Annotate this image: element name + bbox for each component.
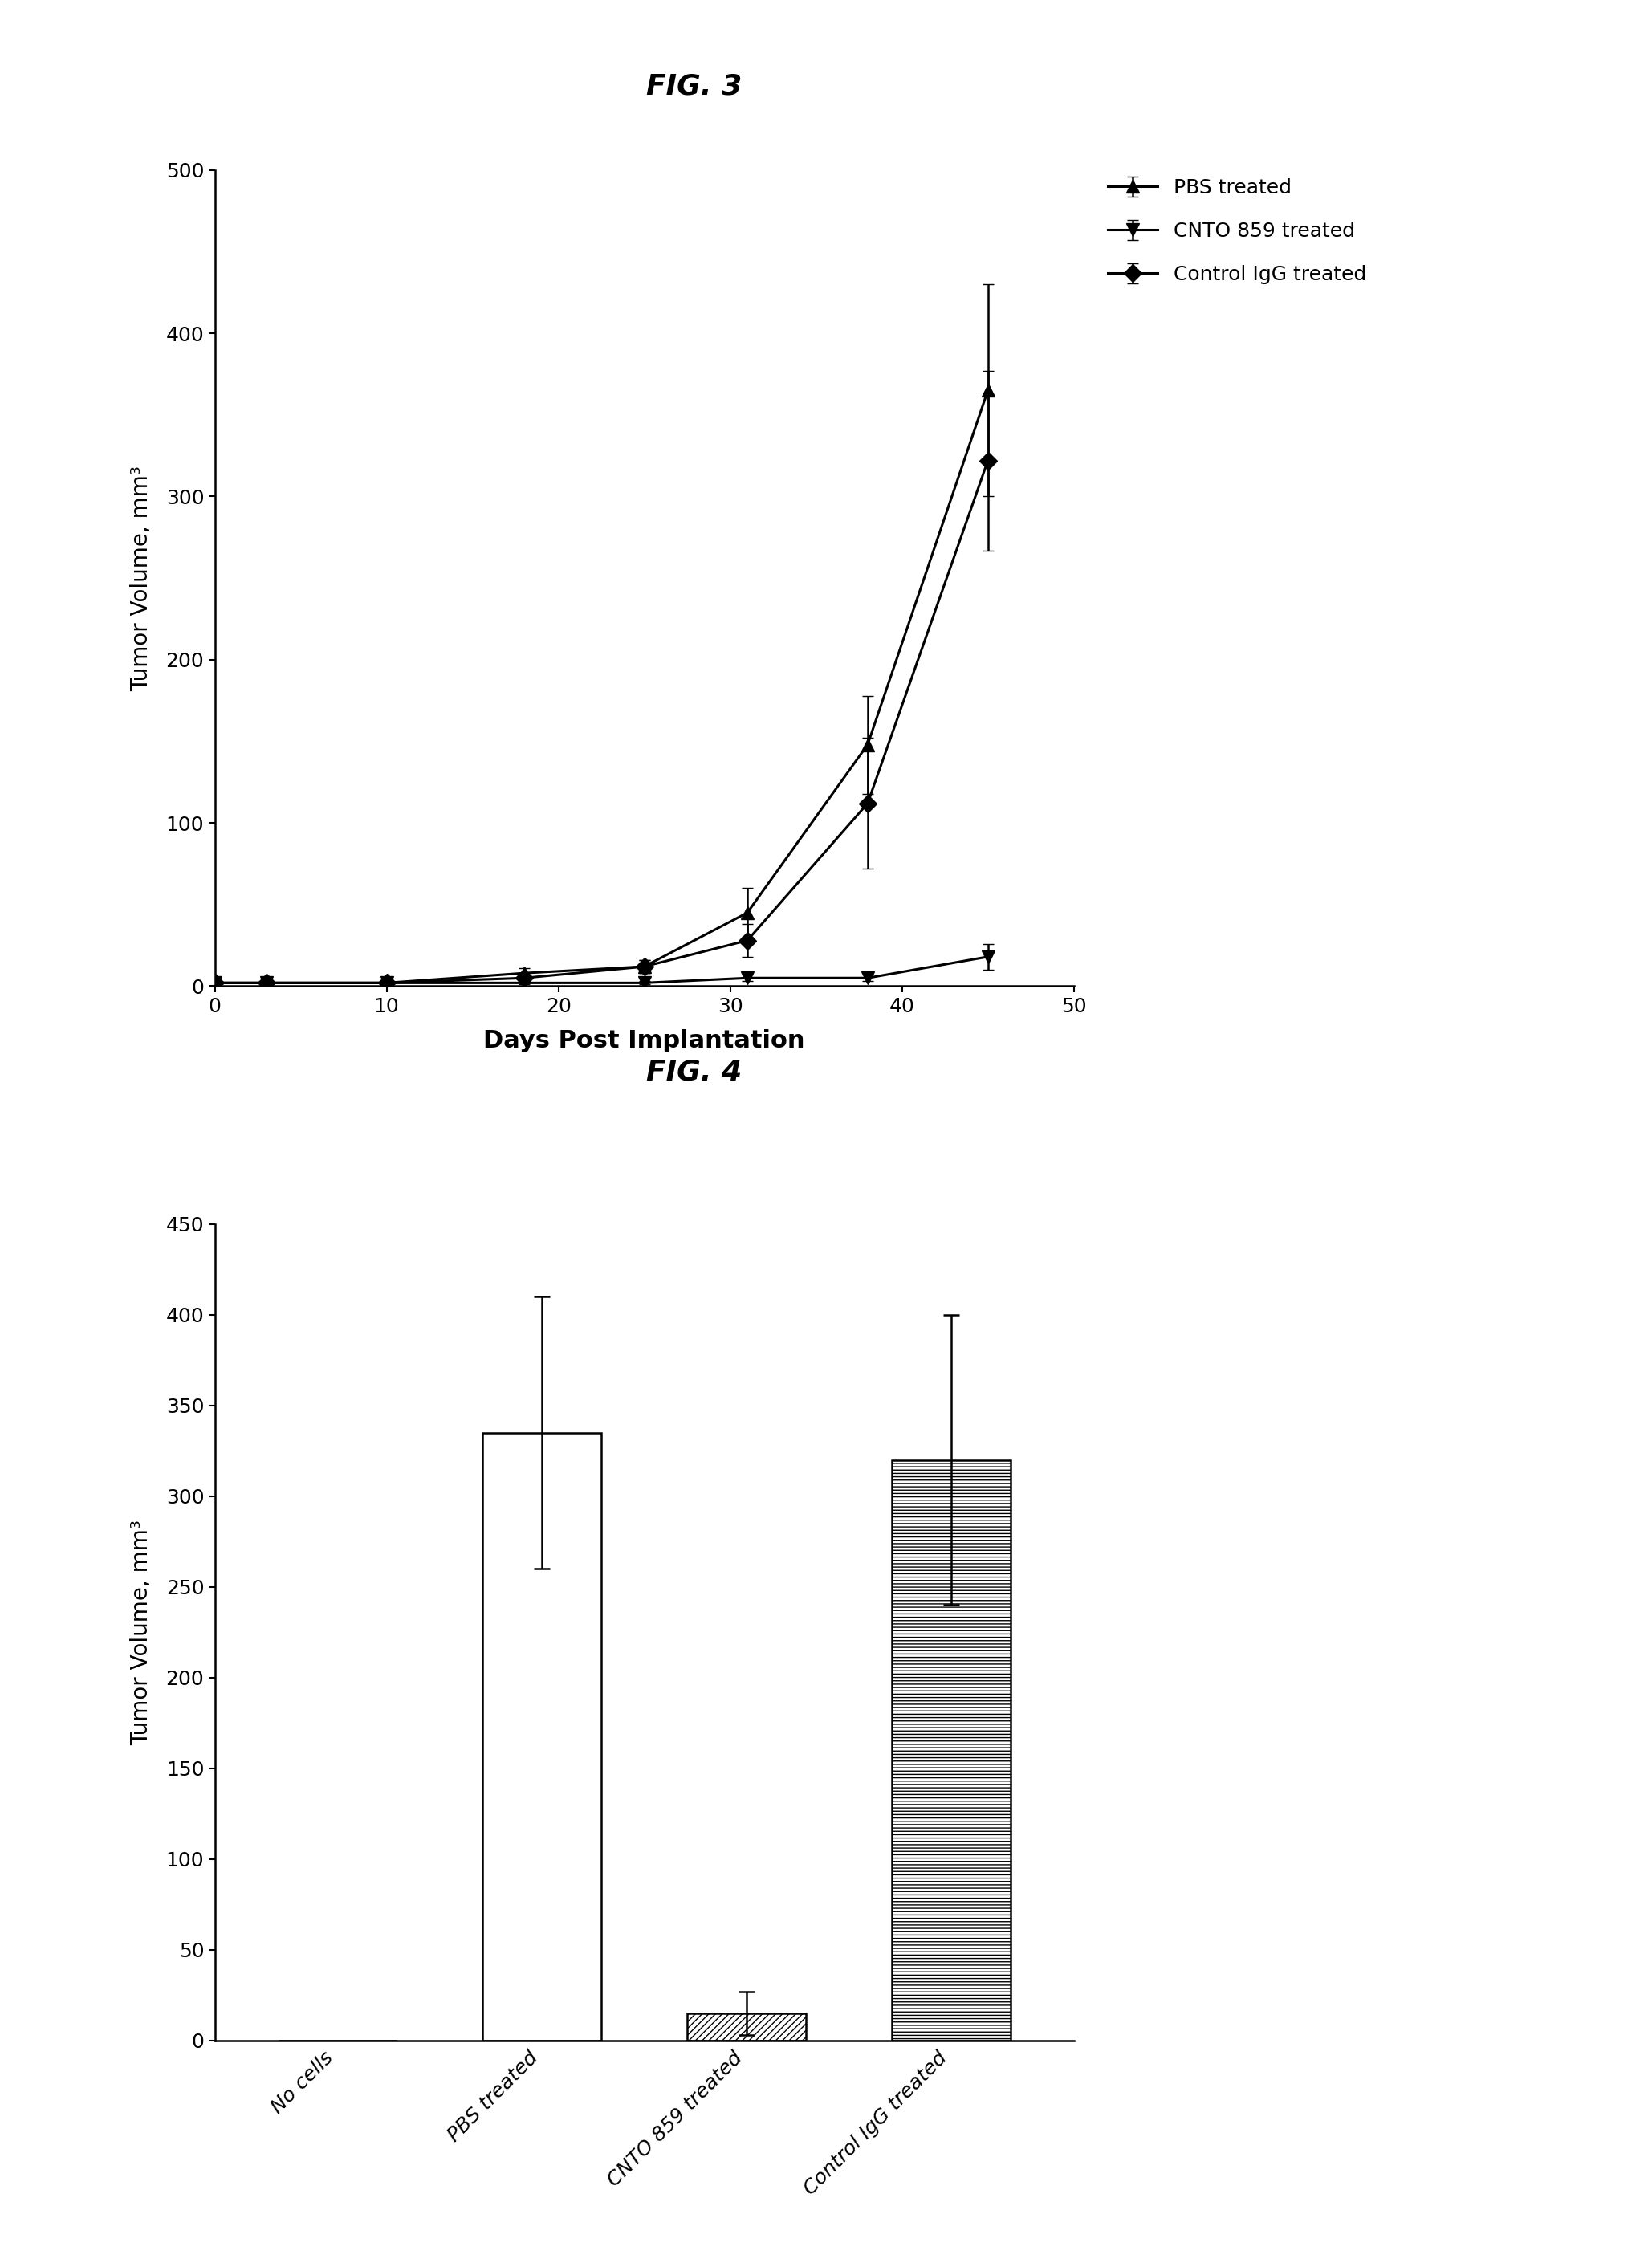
X-axis label: Days Post Implantation: Days Post Implantation	[484, 1029, 805, 1052]
Legend: PBS treated, CNTO 859 treated, Control IgG treated: PBS treated, CNTO 859 treated, Control I…	[1100, 170, 1374, 292]
Text: FIG. 4: FIG. 4	[646, 1059, 742, 1086]
Y-axis label: Tumor Volume, mm³: Tumor Volume, mm³	[131, 465, 152, 691]
Bar	[892, 1460, 1011, 2040]
Bar	[482, 1433, 601, 2040]
Text: FIG. 3: FIG. 3	[646, 73, 742, 100]
Bar	[687, 2013, 806, 2040]
Y-axis label: Tumor Volume, mm³: Tumor Volume, mm³	[131, 1519, 152, 1746]
